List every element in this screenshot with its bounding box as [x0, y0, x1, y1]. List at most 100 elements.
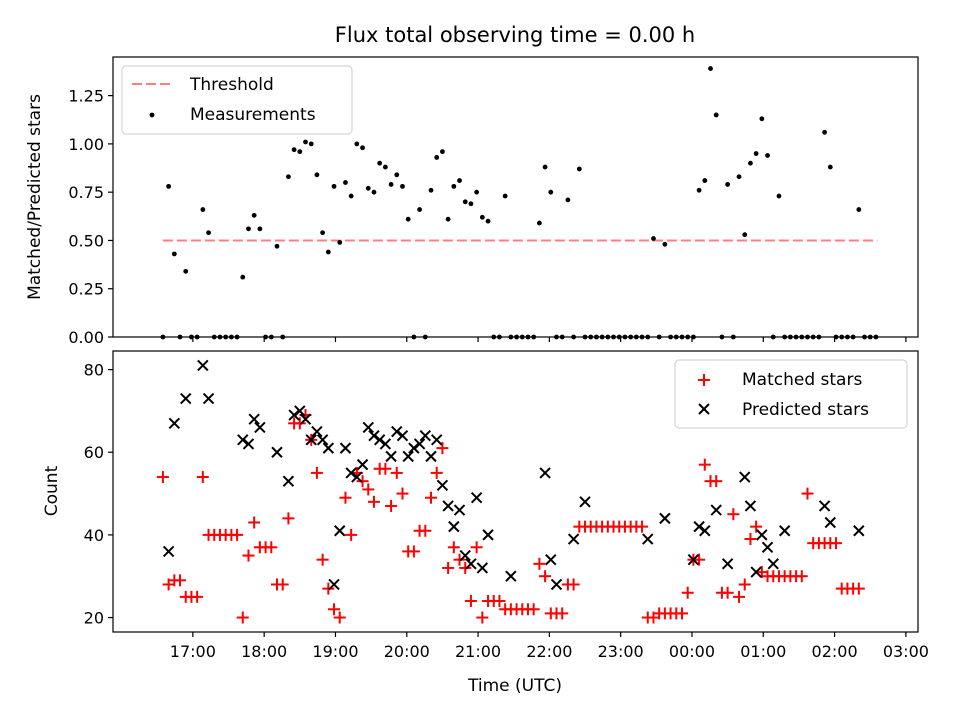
measurement-point [337, 239, 343, 245]
measurement-point [827, 164, 833, 170]
measurement-point [736, 174, 742, 180]
bottom-x-ticks: 17:00 18:00 19:00 20:00 21:00 22:00 23:00 00:00… [170, 632, 929, 661]
x-tick-label: 17:00 [170, 642, 216, 661]
predicted-star-point [744, 500, 757, 512]
bottom-axes-frame [112, 350, 919, 633]
measurement-point [428, 187, 434, 193]
measurement-point [479, 214, 485, 220]
matched-legend-swatch [698, 374, 710, 386]
measurement-point [440, 149, 445, 155]
predicted-star-point [756, 529, 768, 541]
predicted-legend-label: Predicted stars [742, 400, 869, 420]
predicted-star-point [180, 392, 192, 405]
top-x-ticks [192, 337, 907, 342]
matched-star-point [236, 611, 249, 624]
matched-star-point [681, 586, 694, 599]
predicted-star-point [710, 504, 722, 516]
matched-star-point [527, 603, 540, 616]
matched-star-point [436, 442, 449, 455]
matched-star-point [636, 520, 649, 533]
bottom-plot-area [156, 359, 865, 624]
predicted-star-point [197, 359, 209, 372]
measurement-point [206, 230, 211, 236]
matched-star-point [282, 512, 295, 525]
predicted-star-point [334, 525, 346, 537]
measurement-point [314, 172, 320, 178]
matched-star-point [390, 466, 403, 479]
matched-star-point [231, 528, 244, 541]
matched-star-point [721, 586, 734, 599]
chart-title: Flux total observing time = 0.00 h [335, 23, 695, 47]
matched-star-point [242, 549, 255, 562]
predicted-star-point [237, 434, 249, 446]
predicted-star-point [853, 525, 865, 537]
measurement-point [576, 166, 582, 172]
predicted-star-point [567, 533, 580, 545]
predicted-star-point [379, 438, 392, 450]
x-tick-label: 01:00 [740, 642, 786, 661]
matched-star-point [470, 541, 483, 554]
x-tick-label: 21:00 [455, 642, 501, 661]
predicted-star-point [248, 413, 260, 425]
predicted-star-point [328, 578, 340, 591]
predicted-star-point [385, 450, 397, 463]
measurement-point [708, 66, 713, 71]
matched-star-point [801, 487, 814, 500]
measurement-point [662, 241, 668, 247]
predicted-star-point [778, 525, 791, 537]
measurement-point [702, 178, 708, 183]
predicted-star-point [448, 520, 460, 533]
matched-star-point [795, 570, 808, 583]
predicted-star-point [767, 558, 779, 570]
measurement-point [753, 151, 759, 156]
matched-star-point [293, 417, 306, 430]
top-axes-frame [112, 56, 919, 338]
measurement-point [405, 216, 411, 222]
matched-star-point [339, 491, 352, 504]
measurement-point [725, 182, 731, 187]
predicted-star-point [311, 425, 323, 438]
matched-star-point [830, 537, 843, 550]
y-tick-label: 0.75 [68, 183, 104, 202]
matched-star-point [675, 607, 688, 620]
matched-star-point [464, 595, 477, 608]
predicted-star-point [431, 434, 443, 446]
matched-star-point [367, 495, 380, 508]
measurement-point [297, 149, 303, 155]
y-tick-label: 1.00 [68, 135, 104, 154]
predicted-star-point [824, 516, 837, 529]
bottom-legend: Matched stars Predicted stars [674, 359, 908, 429]
measurement-point [320, 230, 326, 236]
measurement-point [536, 220, 542, 226]
bottom-y-axis-label: Count [42, 465, 62, 516]
matched-star-point [396, 487, 409, 500]
predicted-star-point [505, 570, 517, 582]
predicted-star-point [436, 479, 449, 492]
predicted-star-point [345, 467, 357, 479]
measurement-point [240, 274, 246, 280]
matched-star-point [727, 508, 740, 521]
x-tick-label: 18:00 [241, 642, 287, 661]
threshold-legend-label: Threshold [189, 75, 274, 95]
measurement-point [286, 174, 291, 180]
y-tick-label: 1.25 [68, 87, 104, 106]
matched-star-point [459, 561, 472, 574]
predicted-star-point [413, 438, 426, 450]
predicted-star-point [818, 500, 831, 512]
matched-star-point [265, 541, 278, 554]
measurement-point [303, 139, 308, 145]
matched-star-point [379, 462, 392, 475]
measurement-point [400, 183, 405, 189]
top-panel: 0.00 0.25 0.50 0.75 1.00 1.25 Matched/Predict… [25, 56, 919, 347]
measurement-point [434, 155, 440, 160]
matched-star-point [442, 561, 455, 574]
predicted-star-point [316, 434, 329, 446]
measurement-point [325, 249, 331, 255]
matched-star-point [698, 458, 711, 471]
matched-star-point [733, 590, 746, 603]
predicted-star-point [750, 566, 762, 578]
measurement-point [394, 172, 400, 178]
predicted-star-point [162, 545, 175, 558]
x-tick-label: 23:00 [598, 642, 644, 661]
predicted-star-point [465, 558, 477, 570]
